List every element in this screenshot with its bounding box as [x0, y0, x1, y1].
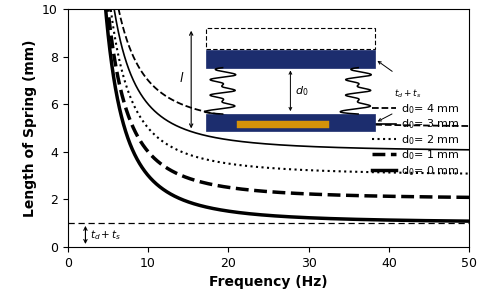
d$_0$= 3 mm [456, 148, 462, 151]
Line: d$_0$= 2 mm: d$_0$= 2 mm [104, 0, 469, 174]
d$_0$= 0 mm [456, 219, 462, 223]
d$_0$= 0 mm [279, 215, 285, 218]
d$_0$= 1 mm [456, 195, 462, 199]
X-axis label: Frequency (Hz): Frequency (Hz) [209, 275, 328, 289]
d$_0$= 1 mm [269, 190, 275, 194]
Text: $d_0$: $d_0$ [295, 85, 309, 98]
d$_0$= 3 mm [279, 143, 285, 147]
Bar [237, 121, 329, 128]
Text: $l$: $l$ [179, 71, 184, 85]
d$_0$= 0 mm [269, 214, 275, 218]
d$_0$= 2 mm [269, 166, 275, 170]
d$_0$= 3 mm [389, 147, 394, 150]
Bar [206, 51, 375, 68]
d$_0$= 2 mm [456, 172, 462, 175]
d$_0$= 4 mm [120, 24, 125, 27]
Line: d$_0$= 0 mm: d$_0$= 0 mm [104, 0, 469, 221]
d$_0$= 2 mm [456, 172, 462, 175]
Bar [206, 114, 375, 131]
Line: d$_0$= 4 mm: d$_0$= 4 mm [104, 0, 469, 126]
d$_0$= 4 mm [389, 123, 394, 127]
d$_0$= 3 mm [456, 148, 462, 151]
Y-axis label: Length of Spring (mm): Length of Spring (mm) [23, 39, 37, 217]
Text: $t_d + t_s$: $t_d + t_s$ [90, 228, 121, 242]
d$_0$= 2 mm [467, 172, 472, 175]
d$_0$= 4 mm [456, 124, 462, 128]
d$_0$= 3 mm [269, 143, 275, 146]
d$_0$= 0 mm [120, 119, 125, 123]
d$_0$= 1 mm [279, 191, 285, 194]
d$_0$= 2 mm [389, 171, 394, 174]
d$_0$= 4 mm [269, 119, 275, 123]
d$_0$= 0 mm [467, 219, 472, 223]
d$_0$= 2 mm [120, 71, 125, 75]
d$_0$= 0 mm [456, 219, 462, 223]
d$_0$= 4 mm [456, 124, 462, 128]
d$_0$= 2 mm [279, 167, 285, 171]
d$_0$= 0 mm [389, 218, 394, 222]
d$_0$= 3 mm [120, 48, 125, 51]
d$_0$= 4 mm [467, 124, 472, 128]
Line: d$_0$= 1 mm: d$_0$= 1 mm [104, 0, 469, 197]
Bar [206, 28, 375, 49]
d$_0$= 4 mm [279, 119, 285, 123]
d$_0$= 3 mm [467, 148, 472, 152]
Legend: d$_0$= 4 mm, d$_0$= 3 mm, d$_0$= 2 mm, d$_0$= 1 mm, d$_0$= 0 mm: d$_0$= 4 mm, d$_0$= 3 mm, d$_0$= 2 mm, d… [367, 98, 464, 182]
Text: $t_d + t_s$: $t_d + t_s$ [394, 88, 422, 101]
d$_0$= 1 mm [456, 195, 462, 199]
d$_0$= 1 mm [120, 95, 125, 99]
d$_0$= 1 mm [389, 194, 394, 198]
d$_0$= 1 mm [467, 196, 472, 199]
Line: d$_0$= 3 mm: d$_0$= 3 mm [104, 0, 469, 150]
